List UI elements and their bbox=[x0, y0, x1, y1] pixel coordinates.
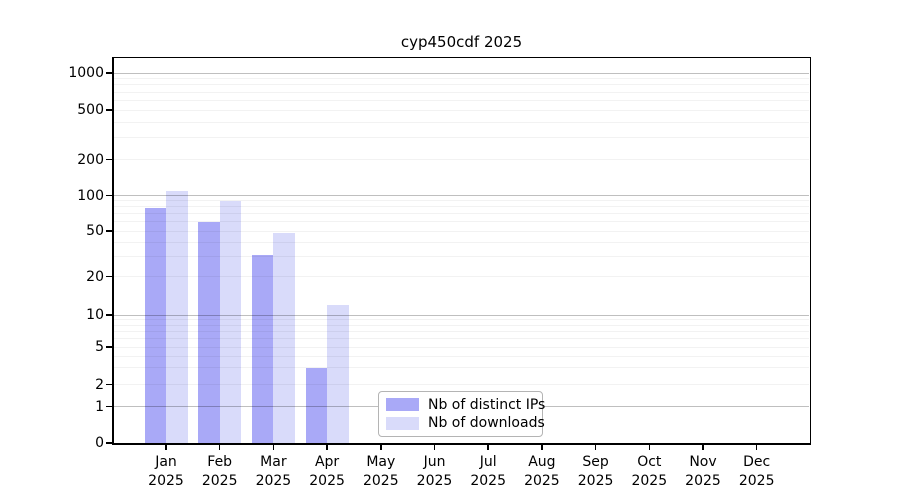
y-tick bbox=[106, 158, 113, 161]
minor-gridline bbox=[113, 324, 809, 326]
bar-feb-distinct-ips bbox=[198, 221, 220, 443]
legend-item-distinct-ips: Nb of distinct IPs bbox=[386, 397, 545, 413]
bar-feb-downloads bbox=[219, 200, 242, 443]
y-tick-label: 10 bbox=[86, 307, 104, 323]
y-tick-label: 200 bbox=[77, 151, 104, 168]
x-tick-label: Apr 2025 bbox=[309, 454, 345, 489]
minor-gridline bbox=[113, 213, 809, 215]
x-tick-label: May 2025 bbox=[362, 454, 399, 489]
major-gridline bbox=[113, 314, 809, 316]
x-tick bbox=[487, 444, 489, 450]
x-tick bbox=[326, 444, 328, 450]
x-tick bbox=[272, 444, 275, 450]
y-tick bbox=[106, 383, 113, 386]
y-tick-label: 2 bbox=[95, 376, 104, 393]
x-tick bbox=[218, 444, 221, 450]
x-tick bbox=[702, 444, 704, 450]
minor-gridline bbox=[113, 346, 809, 348]
minor-gridline bbox=[113, 330, 809, 332]
minor-gridline bbox=[113, 78, 809, 80]
y-tick bbox=[106, 314, 113, 316]
x-tick-label: Nov 2025 bbox=[685, 454, 721, 489]
y-tick bbox=[106, 72, 113, 74]
bar-mar-downloads bbox=[273, 233, 295, 443]
y-tick bbox=[106, 194, 113, 197]
minor-gridline bbox=[113, 367, 809, 369]
legend-label-distinct-ips: Nb of distinct IPs bbox=[428, 396, 546, 413]
bar-jan-downloads bbox=[166, 190, 188, 443]
minor-gridline bbox=[113, 355, 809, 357]
minor-gridline bbox=[113, 137, 809, 139]
minor-gridline bbox=[113, 109, 809, 111]
x-tick bbox=[165, 444, 167, 450]
y-tick-label: 5 bbox=[95, 339, 104, 355]
x-tick-label: Aug 2025 bbox=[524, 454, 560, 489]
x-tick bbox=[648, 444, 651, 450]
x-tick-label: Jan 2025 bbox=[148, 454, 184, 489]
minor-gridline bbox=[113, 241, 809, 243]
x-tick-label: Dec 2025 bbox=[738, 454, 775, 489]
legend-swatch-distinct-ips bbox=[386, 398, 419, 412]
x-tick bbox=[594, 444, 597, 450]
y-tick-label: 0 bbox=[95, 435, 104, 451]
legend-item-downloads: Nb of downloads bbox=[386, 415, 545, 431]
y-tick bbox=[106, 109, 113, 111]
minor-gridline bbox=[113, 276, 809, 277]
y-tick bbox=[106, 275, 113, 278]
minor-gridline bbox=[113, 91, 809, 93]
x-tick-label: Mar 2025 bbox=[255, 454, 292, 489]
y-tick bbox=[106, 405, 113, 408]
minor-gridline bbox=[113, 230, 809, 232]
minor-gridline bbox=[113, 319, 809, 321]
legend: Nb of distinct IPs Nb of downloads bbox=[378, 391, 545, 437]
x-tick-label: Jul 2025 bbox=[470, 454, 506, 489]
x-tick bbox=[380, 444, 382, 450]
x-tick bbox=[541, 444, 543, 450]
minor-gridline bbox=[113, 255, 809, 257]
minor-gridline bbox=[113, 384, 809, 385]
y-tick-label: 1 bbox=[95, 398, 104, 415]
minor-gridline bbox=[113, 84, 809, 86]
minor-gridline bbox=[113, 99, 809, 101]
legend-label-downloads: Nb of downloads bbox=[428, 415, 545, 432]
x-tick-label: Jun 2025 bbox=[416, 454, 453, 489]
minor-gridline bbox=[113, 338, 809, 340]
bar-mar-distinct-ips bbox=[251, 254, 274, 443]
bar-jan-distinct-ips bbox=[144, 208, 166, 443]
x-tick bbox=[755, 444, 758, 450]
x-tick-label: Sep 2025 bbox=[577, 454, 614, 489]
y-tick-label: 50 bbox=[86, 223, 104, 239]
y-tick-label: 20 bbox=[86, 268, 104, 285]
y-tick-label: 1000 bbox=[68, 65, 104, 81]
minor-gridline bbox=[113, 221, 809, 223]
x-tick-label: Feb 2025 bbox=[201, 454, 238, 489]
y-tick bbox=[106, 442, 113, 444]
minor-gridline bbox=[113, 206, 809, 208]
x-tick-label: Oct 2025 bbox=[631, 454, 668, 489]
minor-gridline bbox=[113, 159, 809, 160]
minor-gridline bbox=[113, 200, 809, 202]
chart-title: cyp450cdf 2025 bbox=[400, 33, 523, 51]
y-tick-label: 100 bbox=[77, 187, 104, 204]
x-tick bbox=[433, 444, 436, 450]
major-gridline bbox=[113, 72, 809, 74]
y-tick bbox=[106, 230, 113, 232]
y-tick bbox=[106, 346, 113, 348]
bar-apr-downloads bbox=[327, 304, 349, 443]
bar-apr-distinct-ips bbox=[305, 367, 328, 443]
y-tick-label: 500 bbox=[77, 102, 104, 118]
legend-swatch-downloads bbox=[386, 416, 419, 430]
minor-gridline bbox=[113, 121, 809, 123]
major-gridline bbox=[113, 195, 809, 196]
